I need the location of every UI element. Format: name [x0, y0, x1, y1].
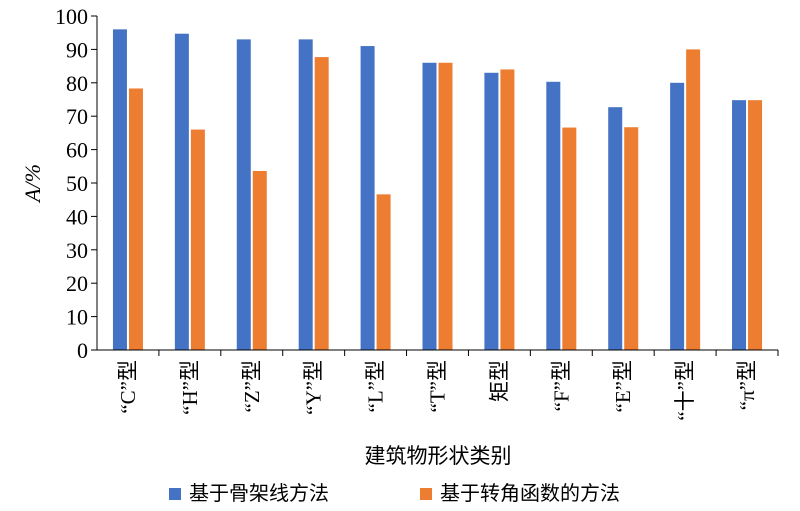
bar-series-1-8	[624, 127, 639, 350]
bar-series-0-6	[484, 72, 499, 350]
bar-series-0-8	[608, 107, 623, 350]
x-tick-label: “F”型	[549, 360, 573, 411]
bar-series-1-6	[500, 69, 515, 350]
bar-series-0-9	[670, 82, 685, 351]
y-tick-label: 30	[66, 238, 88, 263]
y-tick-label: 80	[66, 71, 88, 96]
bar-series-0-4	[360, 46, 375, 351]
legend-label-series-0: 基于骨架线方法	[189, 481, 329, 505]
y-axis-label: A/%	[20, 164, 45, 204]
bar-series-1-0	[128, 88, 143, 350]
y-tick-label: 90	[66, 37, 88, 62]
bar-series-1-9	[686, 49, 701, 351]
y-tick-label: 20	[66, 271, 88, 296]
legend-swatch-series-1	[420, 488, 432, 500]
x-tick-label: “T”型	[426, 360, 450, 412]
bar-series-0-10	[732, 100, 747, 350]
bar-series-1-5	[438, 62, 453, 350]
y-tick-label: 10	[66, 305, 88, 330]
x-tick-label: “C”型	[116, 360, 140, 414]
bar-series-0-0	[112, 29, 127, 351]
x-tick-label: “L”型	[364, 360, 388, 412]
bar-series-0-3	[298, 39, 313, 350]
y-axis-ticks: 0 10 20 30 40 50 60 70 80 90 100	[55, 4, 97, 363]
bar-series-0-7	[546, 81, 561, 350]
bar-series-0-2	[236, 39, 251, 350]
y-tick-label: 40	[66, 204, 88, 229]
bar-series-1-2	[252, 170, 267, 350]
legend-label-series-1: 基于转角函数的方法	[440, 481, 620, 505]
bar-series-1-7	[562, 127, 577, 350]
bar-series-1-1	[190, 129, 205, 350]
x-tick-label: “Z”型	[240, 360, 264, 412]
y-tick-label: 0	[77, 338, 88, 363]
y-tick-label: 70	[66, 104, 88, 129]
bar-series-0-5	[422, 62, 437, 350]
y-tick-label: 100	[55, 4, 88, 29]
x-tick-label: “十”型	[673, 360, 697, 421]
x-tick-label: “H”型	[178, 360, 202, 415]
x-axis-label: 建筑物形状类别	[365, 444, 512, 468]
bar-series-0-1	[174, 33, 189, 351]
x-tick-label: 矩型	[487, 360, 511, 402]
x-axis-ticks: “C”型 “H”型 “Z”型 “Y”型 “L”型 “T”型 矩型 “F”型 “E”型 “十”型 “π…	[116, 350, 779, 421]
x-tick-label: “Y”型	[302, 360, 326, 415]
x-tick-label: “π”型	[735, 360, 759, 410]
legend-swatch-series-0	[169, 488, 181, 500]
y-tick-label: 60	[66, 138, 88, 163]
y-tick-label: 50	[66, 171, 88, 196]
bar-series-1-10	[748, 100, 763, 350]
bar-series-1-4	[376, 194, 391, 350]
bars	[112, 29, 763, 351]
legend: 基于骨架线方法 基于转角函数的方法	[169, 481, 620, 505]
bar-series-1-3	[314, 57, 329, 350]
x-tick-label: “E”型	[611, 360, 635, 412]
